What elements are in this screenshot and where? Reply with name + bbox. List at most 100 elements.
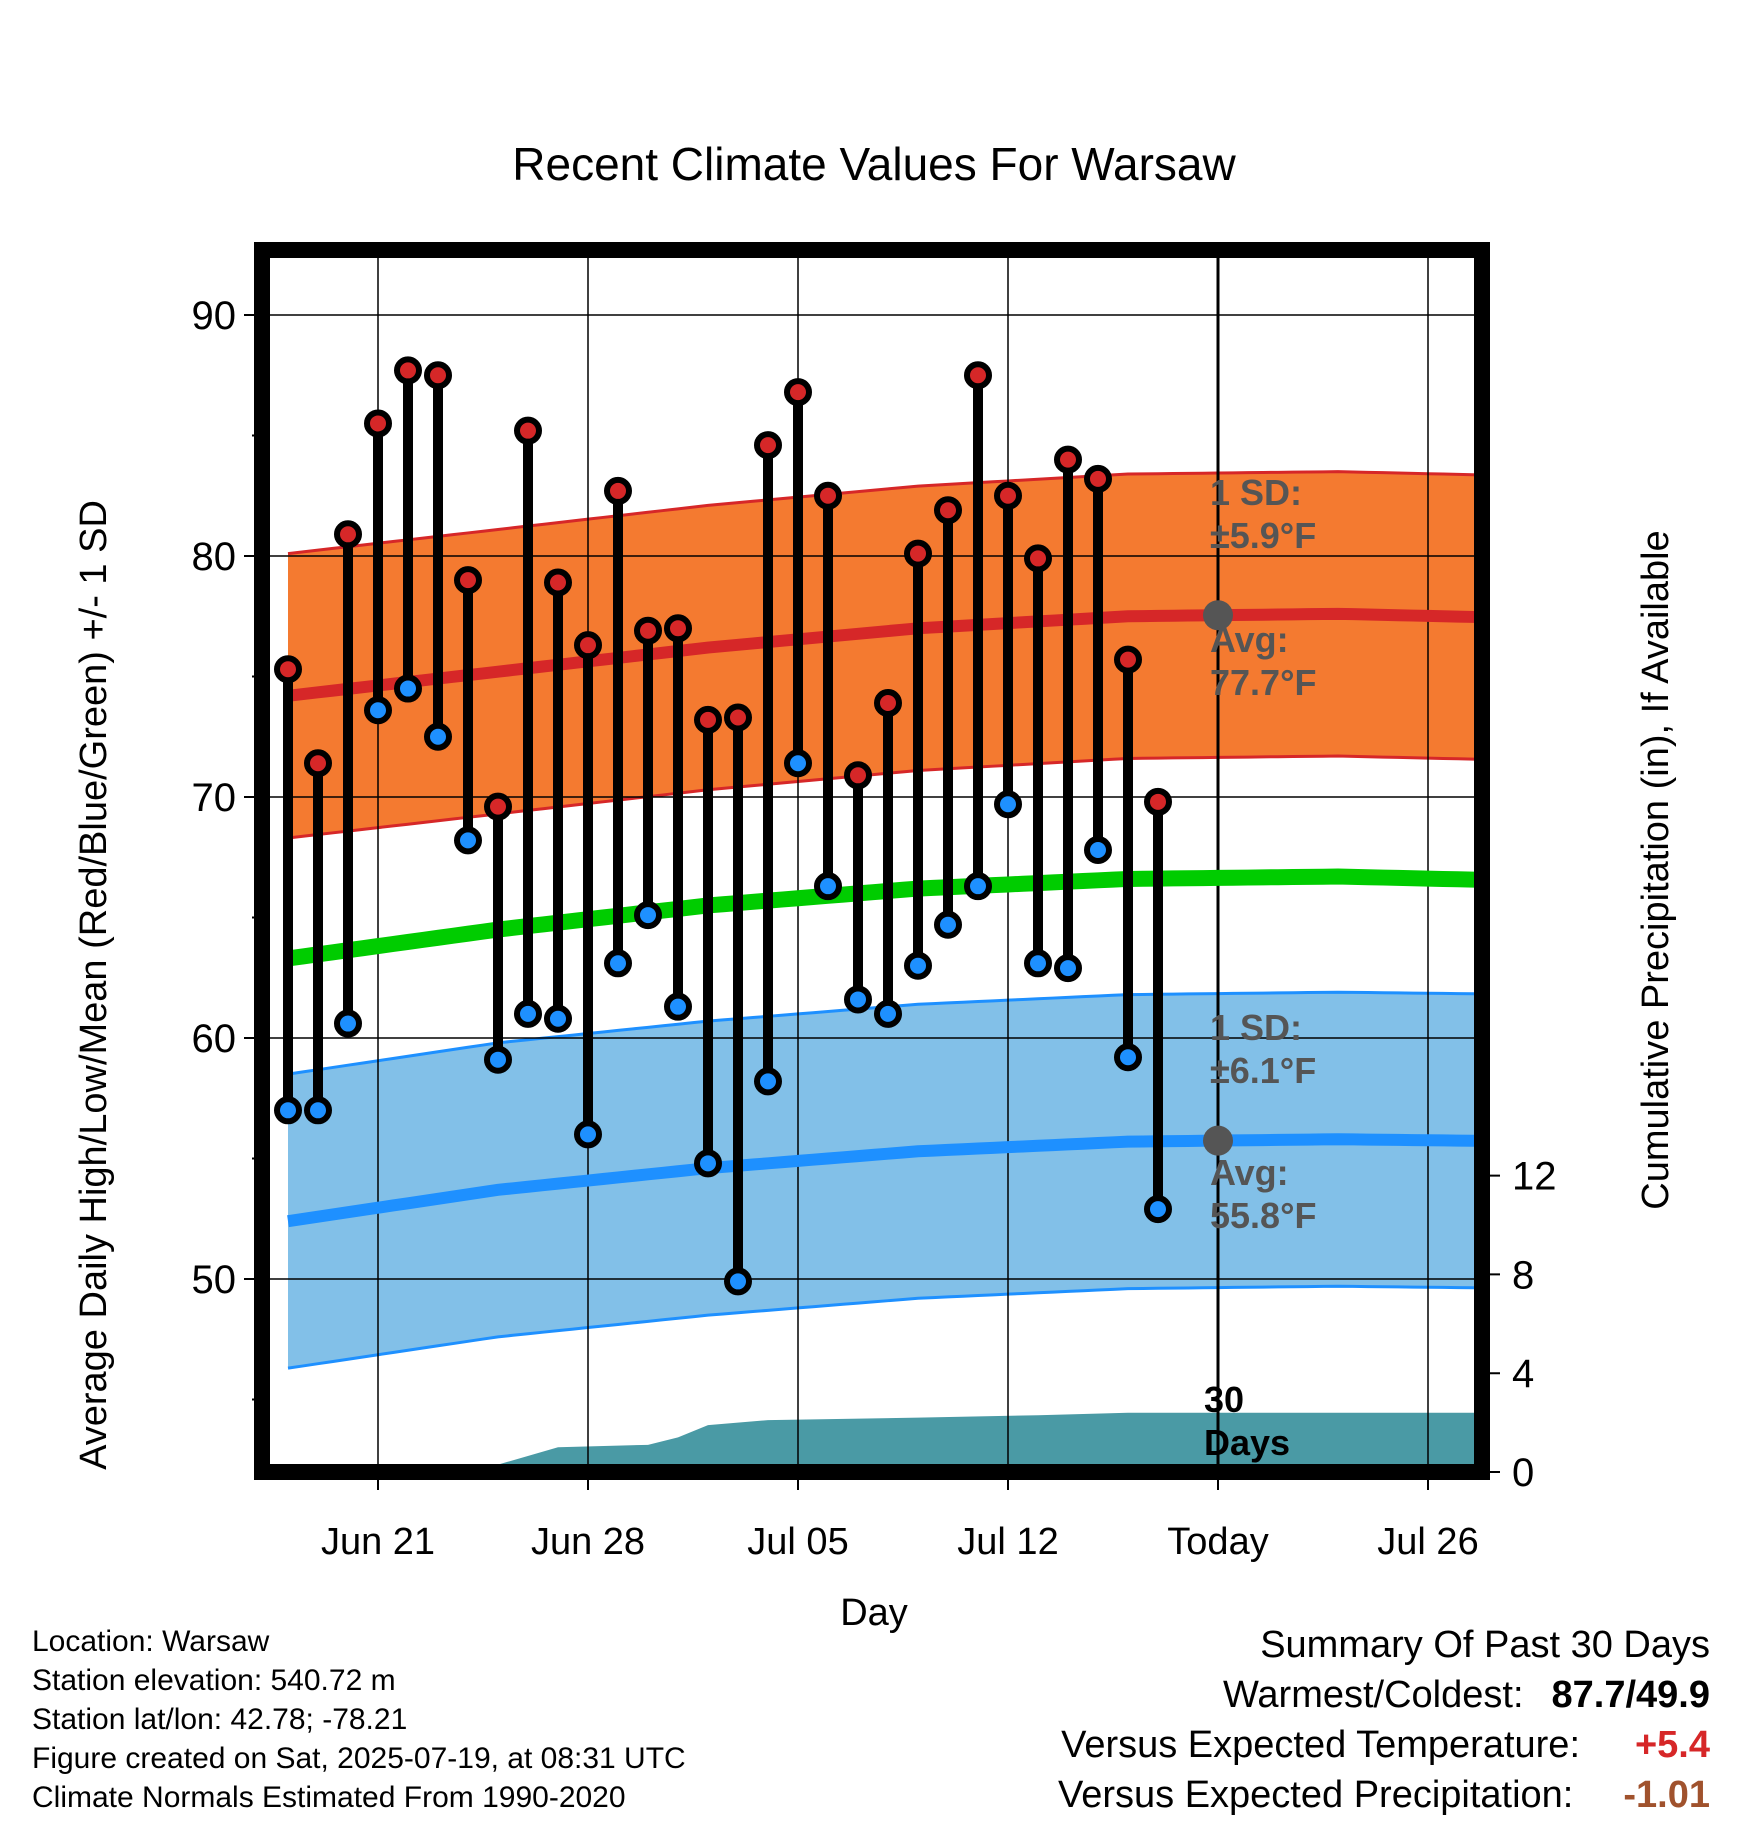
daily-low-point (1084, 836, 1112, 865)
high-avg-value: 77.7°F (1210, 662, 1316, 703)
high-sd-band-upper-edge (287, 470, 1482, 556)
daily-low-point (994, 790, 1022, 819)
daily-high-point (964, 361, 992, 390)
high-avg-label: Avg: (1210, 619, 1289, 660)
summary-temp-row: Versus Expected Temperature: +5.4 (1058, 1720, 1710, 1770)
y2-axis-label: Cumulative Precipitation (in), If Availa… (1635, 530, 1677, 1209)
daily-high-point (394, 356, 422, 385)
daily-high-point (1054, 445, 1082, 474)
daily-high-point (424, 361, 452, 390)
low-sd-band (288, 992, 1482, 1369)
daily-low-point (454, 826, 482, 855)
y2-tick-label-0: 0 (1512, 1451, 1534, 1495)
days-word-label: Days (1204, 1422, 1290, 1463)
info-latlon: Station lat/lon: 42.78; -78.21 (32, 1703, 408, 1736)
x-tick-label-jun-21: Jun 21 (321, 1521, 435, 1563)
summary-temp-label: Versus Expected Temperature: (1061, 1724, 1580, 1766)
daily-high-point (1177, 0, 1199, 11)
y-tick-label-90: 90 (192, 294, 237, 338)
normal-low-line (287, 1133, 1482, 1228)
daily-low-point (1054, 954, 1082, 983)
daily-low-point (844, 985, 872, 1014)
y-tick-label-50: 50 (192, 1258, 237, 1302)
daily-high-point (334, 520, 362, 549)
y-tick-label-80: 80 (192, 535, 237, 579)
daily-low-point (664, 992, 692, 1021)
daily-high-point (574, 631, 602, 660)
daily-low-point (574, 1120, 602, 1149)
y-tick-label-60: 60 (192, 1017, 237, 1061)
summary-title: Summary Of Past 30 Days (1260, 1624, 1710, 1666)
daily-high-point (514, 416, 542, 445)
summary-precip-row: Versus Expected Precipitation: -1.01 (1058, 1770, 1710, 1820)
precipitation-area (288, 1412, 1482, 1472)
daily-low-point (1177, 0, 1199, 11)
summary-warm-label: Warmest/Coldest: (1222, 1674, 1524, 1716)
summary-warm-value: 87.7/49.9 (1551, 1674, 1710, 1716)
x-tick-label-jul-05: Jul 05 (747, 1521, 848, 1563)
daily-low-point (934, 910, 962, 939)
daily-low-point (424, 722, 452, 751)
daily-low-point (544, 1004, 572, 1033)
low-sd-band-lower-edge (287, 1284, 1482, 1370)
summary-warm-row: Warmest/Coldest: 87.7/49.9 (1058, 1670, 1710, 1720)
x-tick-label-today: Today (1167, 1521, 1268, 1563)
daily-low-point (334, 1009, 362, 1038)
daily-low-point (1144, 1195, 1172, 1224)
daily-high-point (754, 431, 782, 460)
daily-low-point (394, 674, 422, 703)
summary-precip-value: -1.01 (1623, 1774, 1710, 1816)
daily-low-point (274, 1096, 302, 1125)
daily-low-point (304, 1096, 332, 1125)
low-sd-label: 1 SD: (1210, 1007, 1302, 1048)
daily-low-point (874, 999, 902, 1028)
days-count-label: 30 (1204, 1379, 1244, 1420)
x-tick-label-jul-12: Jul 12 (957, 1521, 1058, 1563)
daily-high-point (634, 616, 662, 645)
daily-high-point (1144, 787, 1172, 816)
daily-low-point (724, 1267, 752, 1296)
daily-low-point (814, 872, 842, 901)
daily-low-point (514, 999, 542, 1028)
station-info: Location: Warsaw Station elevation: 540.… (32, 1622, 686, 1817)
daily-high-point (544, 568, 572, 597)
info-normals: Climate Normals Estimated From 1990-2020 (32, 1781, 626, 1814)
daily-low-point (694, 1149, 722, 1178)
daily-high-point (904, 539, 932, 568)
daily-high-point (1084, 464, 1112, 493)
low-sd-value: ±6.1°F (1210, 1050, 1316, 1091)
daily-high-point (1114, 645, 1142, 674)
x-axis-label: Day (840, 1592, 908, 1634)
daily-high-point (994, 481, 1022, 510)
today-low-avg-marker (1203, 1125, 1233, 1156)
daily-high-point (454, 566, 482, 595)
daily-high-point (274, 655, 302, 684)
y2-tick-label-8: 8 (1512, 1253, 1534, 1297)
y2-tick-label-4: 4 (1512, 1352, 1534, 1396)
daily-high-point (724, 703, 752, 732)
daily-high-point (1024, 544, 1052, 573)
daily-low-point (364, 696, 392, 725)
daily-high-point (814, 481, 842, 510)
daily-high-point (364, 409, 392, 438)
daily-high-point (934, 496, 962, 525)
daily-low-point (904, 951, 932, 980)
daily-low-point (1114, 1043, 1142, 1072)
daily-low-point (604, 949, 632, 978)
daily-low-point (784, 749, 812, 778)
y-axis-label: Average Daily High/Low/Mean (Red/Blue/Gr… (73, 500, 115, 1470)
today-high-avg-marker (1203, 600, 1233, 631)
daily-high-point (484, 792, 512, 821)
daily-low-point (484, 1045, 512, 1074)
x-tick-label-jun-28: Jun 28 (531, 1521, 645, 1563)
info-elevation: Station elevation: 540.72 m (32, 1664, 396, 1697)
daily-high-point (604, 476, 632, 505)
daily-low-point (634, 901, 662, 930)
low-avg-label: Avg: (1210, 1152, 1289, 1193)
summary-temp-value: +5.4 (1634, 1724, 1710, 1766)
daily-low-point (754, 1067, 782, 1096)
info-location: Location: Warsaw (32, 1625, 270, 1658)
chart-title: Recent Climate Values For Warsaw (512, 138, 1236, 190)
